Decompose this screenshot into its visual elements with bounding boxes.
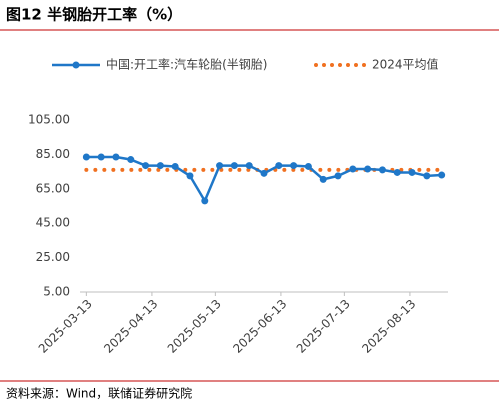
point xyxy=(82,153,90,161)
point xyxy=(171,162,179,170)
point xyxy=(408,168,416,176)
x-tick-label: 2025-04-13 xyxy=(101,297,160,356)
point xyxy=(216,162,224,170)
y-tick-label: 25.00 xyxy=(36,250,70,264)
x-tick-label: 2025-03-13 xyxy=(36,297,95,356)
point xyxy=(423,172,431,180)
y-tick-label: 5.00 xyxy=(43,285,70,299)
point xyxy=(127,156,135,164)
series-line xyxy=(86,155,442,204)
y-tick-label: 65.00 xyxy=(36,181,70,195)
point xyxy=(142,162,150,170)
point xyxy=(364,165,372,173)
chart-title: 图12 半钢胎开工率（%） xyxy=(6,6,182,24)
legend-marker xyxy=(72,61,80,69)
point xyxy=(201,197,209,205)
point xyxy=(304,162,312,170)
point xyxy=(97,153,105,161)
source: 资料来源：Wind，联储证券研究院 xyxy=(6,386,192,401)
legend-label: 2024平均值 xyxy=(372,57,439,72)
x-tick-label: 2025-08-13 xyxy=(359,297,418,356)
legend-label: 中国:开工率:汽车轮胎(半钢胎) xyxy=(106,57,267,72)
point xyxy=(156,162,164,170)
point xyxy=(290,162,298,170)
x-tick-label: 2025-07-13 xyxy=(294,297,353,356)
point xyxy=(186,172,194,180)
y-tick-label: 105.00 xyxy=(28,113,70,127)
point xyxy=(260,169,268,177)
point xyxy=(378,166,386,174)
point xyxy=(349,165,357,173)
point xyxy=(245,162,253,170)
y-tick-label: 85.00 xyxy=(36,147,70,161)
y-tick-label: 45.00 xyxy=(36,216,70,230)
point xyxy=(334,172,342,180)
point xyxy=(319,175,327,183)
point xyxy=(393,168,401,176)
x-tick-label: 2025-06-13 xyxy=(230,297,289,356)
point xyxy=(275,162,283,170)
point xyxy=(112,153,120,161)
x-tick-label: 2025-05-13 xyxy=(165,297,224,356)
point xyxy=(230,162,238,170)
point xyxy=(438,171,446,179)
